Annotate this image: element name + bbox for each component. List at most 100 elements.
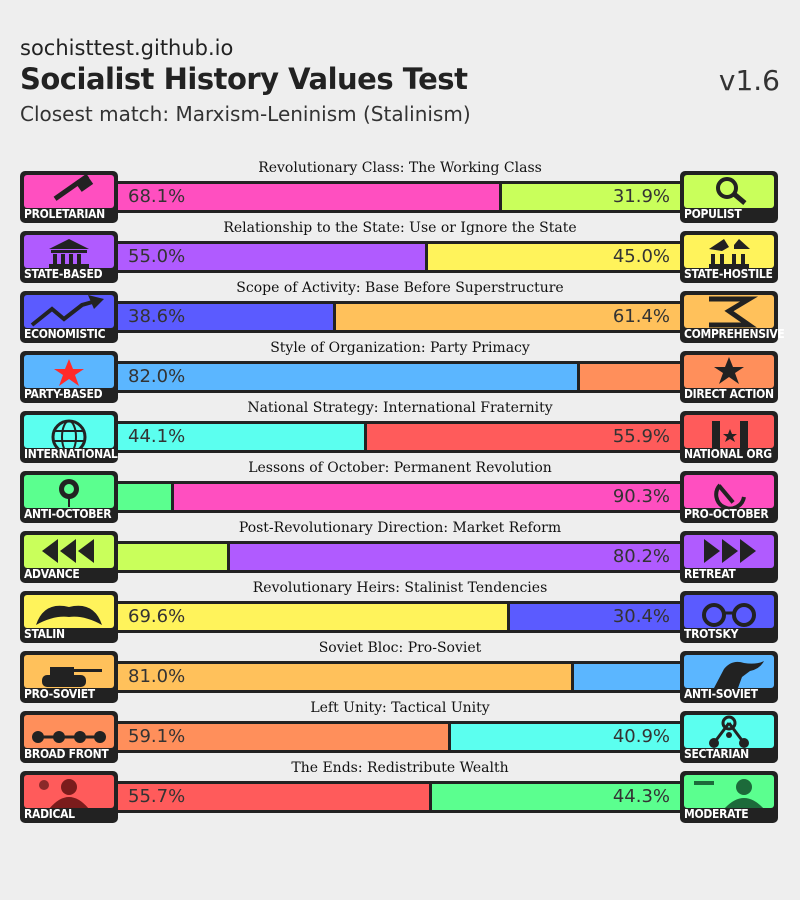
right-score-fill <box>510 604 680 630</box>
score-bar: 55.7% 44.3% <box>118 781 680 813</box>
left-score-fill <box>118 784 429 810</box>
left-ideology-badge: STALIN <box>20 591 118 643</box>
axis-title: National Strategy: International Fratern… <box>247 400 553 416</box>
linked-dots-icon <box>24 715 114 748</box>
left-score-percent: 44.1% <box>128 426 186 447</box>
right-ideology-name: RETREAT <box>684 567 736 581</box>
magnifier-icon <box>684 175 774 208</box>
right-ideology-badge: COMPREHENSIVE <box>680 291 785 343</box>
left-score-fill <box>118 184 499 210</box>
right-ideology-name: NATIONAL ORG <box>684 447 772 461</box>
rose-icon <box>24 475 114 508</box>
axis-title: Scope of Activity: Base Before Superstru… <box>236 280 564 296</box>
left-ideology-badge: PROLETARIAN <box>20 171 118 223</box>
axis-row: National Strategy: International Fratern… <box>20 400 780 463</box>
left-score-percent: 81.0% <box>128 666 186 687</box>
left-ideology-name: INTERNATIONAL <box>24 447 118 461</box>
portrait-green-icon <box>684 775 774 808</box>
arrows-icon <box>684 295 774 328</box>
right-score-percent: 45.0% <box>612 246 670 267</box>
axis-row: Revolutionary Class: The Working Class PR… <box>20 160 780 223</box>
left-score-percent: 55.7% <box>128 786 186 807</box>
right-score-fill <box>428 244 680 270</box>
right-ideology-name: COMPREHENSIVE <box>684 327 785 341</box>
left-ideology-badge: ANTI-OCTOBER <box>20 471 118 523</box>
score-bar: 68.1% 31.9% <box>118 181 680 213</box>
right-score-fill <box>367 424 680 450</box>
axis-title: Post-Revolutionary Direction: Market Ref… <box>238 520 562 536</box>
hammer-sickle-icon <box>684 475 774 508</box>
axis-title: Revolutionary Heirs: Stalinist Tendencie… <box>252 580 548 596</box>
score-bar: 81.0% <box>118 661 680 693</box>
horse-icon <box>684 655 774 688</box>
portrait-red-icon <box>24 775 114 808</box>
left-ideology-badge: ADVANCE <box>20 531 118 583</box>
right-score-percent: 55.9% <box>612 426 670 447</box>
score-bar: 55.0% 45.0% <box>118 241 680 273</box>
right-ideology-name: SECTARIAN <box>684 747 749 761</box>
left-score-percent: 82.0% <box>128 366 186 387</box>
axis-title: The Ends: Redistribute Wealth <box>291 760 509 776</box>
left-score-fill <box>118 604 507 630</box>
right-ideology-name: PRO-OCTOBER <box>684 507 769 521</box>
right-ideology-badge: TROTSKY <box>680 591 778 643</box>
right-score-percent: 61.4% <box>612 306 670 327</box>
globe-icon <box>24 415 114 448</box>
right-ideology-name: DIRECT ACTION <box>684 387 774 401</box>
left-score-fill <box>118 304 333 330</box>
axis-row: Scope of Activity: Base Before Superstru… <box>20 280 785 343</box>
left-ideology-name: RADICAL <box>24 807 75 821</box>
closest-match: Closest match: Marxism-Leninism (Stalini… <box>20 102 471 126</box>
right-ideology-name: STATE-HOSTILE <box>684 267 773 281</box>
score-bar: 82.0% <box>118 361 680 393</box>
right-ideology-badge: STATE-HOSTILE <box>680 231 778 283</box>
left-score-percent: 59.1% <box>128 726 186 747</box>
left-score-fill <box>118 664 571 690</box>
axis-title: Style of Organization: Party Primacy <box>270 340 530 356</box>
left-score-fill <box>118 364 577 390</box>
left-ideology-name: STALIN <box>24 627 65 641</box>
axis-title: Relationship to the State: Use or Ignore… <box>223 220 577 236</box>
axis-row: Relationship to the State: Use or Ignore… <box>20 220 780 283</box>
score-bar: 90.3% <box>118 481 680 513</box>
score-bar: 59.1% 40.9% <box>118 721 680 753</box>
glasses-icon <box>684 595 774 628</box>
left-score-percent: 68.1% <box>128 186 186 207</box>
left-ideology-name: ECONOMISTIC <box>24 327 106 341</box>
axis-row: Soviet Bloc: Pro-Soviet PRO-SOVIET ANTI-SO… <box>20 640 780 703</box>
right-score-fill <box>432 784 680 810</box>
left-score-fill <box>118 484 171 510</box>
government-building-icon <box>24 235 114 268</box>
left-score-percent: 69.6% <box>128 606 186 627</box>
left-ideology-name: PRO-SOVIET <box>24 687 95 701</box>
right-score-percent: 31.9% <box>612 186 670 207</box>
left-ideology-name: STATE-BASED <box>24 267 103 281</box>
left-ideology-name: BROAD FRONT <box>24 747 109 761</box>
left-ideology-badge: RADICAL <box>20 771 118 823</box>
right-score-fill <box>336 304 680 330</box>
right-score-percent: 30.4% <box>612 606 670 627</box>
black-star-icon <box>684 355 774 388</box>
axis-row: Post-Revolutionary Direction: Market Ref… <box>20 520 780 583</box>
right-ideology-badge: MODERATE <box>680 771 778 823</box>
right-ideology-badge: ANTI-SOVIET <box>680 651 778 703</box>
left-score-percent: 38.6% <box>128 306 186 327</box>
score-bar: 69.6% 30.4% <box>118 601 680 633</box>
network-nodes-icon <box>684 715 774 748</box>
right-score-percent: 44.3% <box>612 786 670 807</box>
site-url: sochisttest.github.io <box>20 36 234 60</box>
left-ideology-badge: PRO-SOVIET <box>20 651 118 703</box>
left-ideology-badge: STATE-BASED <box>20 231 118 283</box>
national-flag-icon <box>684 415 774 448</box>
right-ideology-badge: PRO-OCTOBER <box>680 471 778 523</box>
right-score-fill <box>580 364 680 390</box>
right-ideology-name: TROTSKY <box>684 627 739 641</box>
axis-title: Lessons of October: Permanent Revolution <box>248 460 552 476</box>
score-bar: 44.1% 55.9% <box>118 421 680 453</box>
triangles-right-icon <box>684 535 774 568</box>
left-ideology-badge: BROAD FRONT <box>20 711 118 763</box>
right-ideology-badge: RETREAT <box>680 531 778 583</box>
left-ideology-badge: INTERNATIONAL <box>20 411 118 463</box>
right-score-fill <box>574 664 680 690</box>
right-score-fill <box>502 184 680 210</box>
